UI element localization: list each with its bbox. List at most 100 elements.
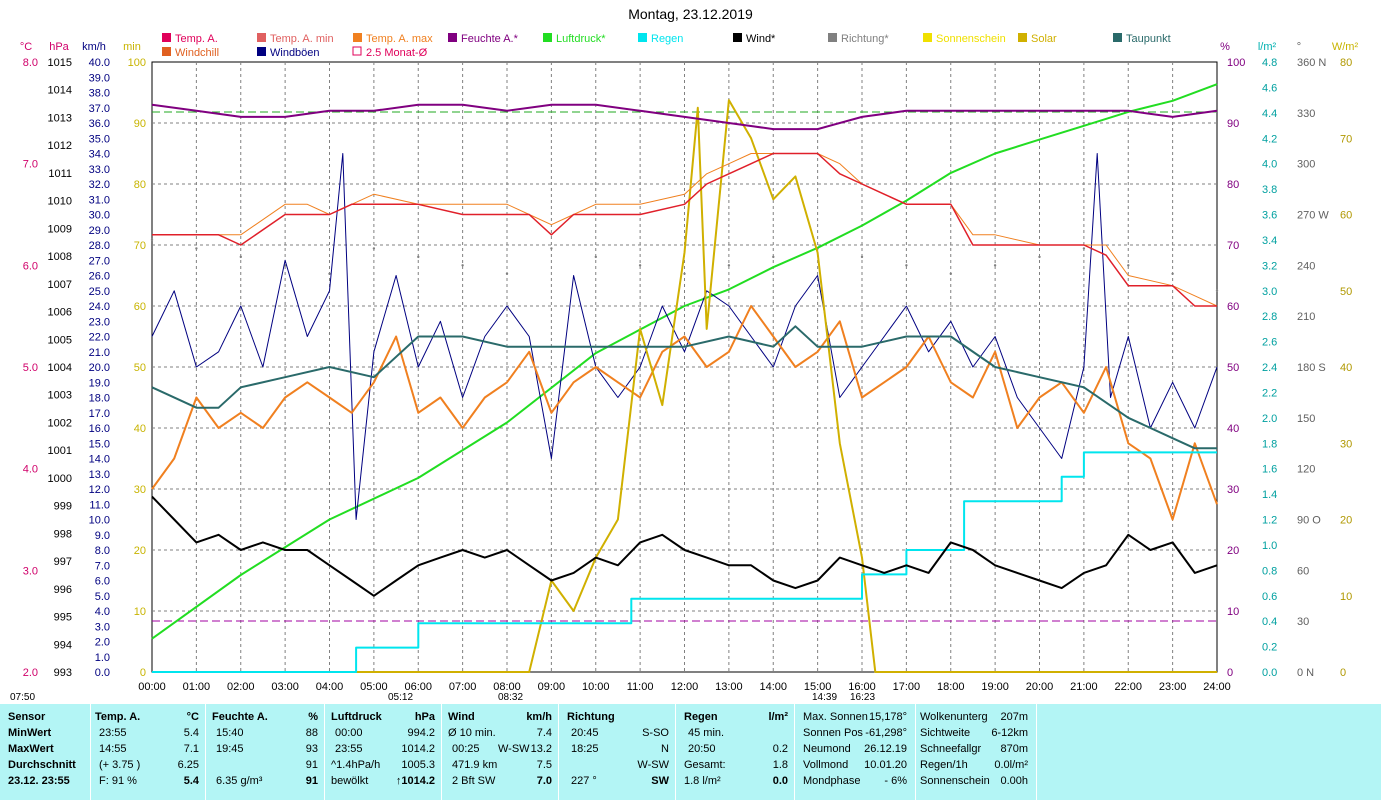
- press-current: ↑1014.2: [395, 775, 435, 787]
- axis-tick-kmh: 22.0: [89, 332, 110, 344]
- axes: °C hPa km/h min% l/m² ° W/m² 8.0 7.0 6.0 5.0 4.0 3.0…: [20, 41, 1359, 693]
- axis-tick-time: 20:00: [1026, 681, 1054, 693]
- rain-max: 0.2: [772, 743, 788, 755]
- direction-point: [993, 264, 997, 267]
- hum-avg: 91: [305, 759, 318, 771]
- press-min-time: 00:00: [335, 727, 363, 739]
- astro-label: Mondphase: [803, 775, 861, 787]
- axis-unit-temp: °C: [20, 41, 32, 53]
- axis-tick-deg: 150: [1297, 413, 1315, 425]
- axis-tick-wm2: 40: [1340, 362, 1352, 374]
- press-max-time: 23:55: [335, 743, 363, 755]
- series-taupunkt: [151, 325, 1217, 450]
- astro-label: Sonnen Pos: [803, 727, 863, 739]
- direction-point: [727, 264, 731, 267]
- press-min: 994.2: [407, 727, 435, 739]
- direction-point: [594, 255, 597, 259]
- axis-tick-kmh: 26.0: [89, 271, 110, 283]
- series-regen: [152, 451, 1217, 673]
- axis-tick-lm2: 1.0: [1262, 540, 1277, 552]
- grid: [151, 61, 1218, 673]
- axis-tick-kmh: 17.0: [89, 408, 110, 420]
- legend-label: Feuchte A.*: [461, 33, 519, 45]
- axis-tick-hpa: 1003: [48, 390, 72, 402]
- axis-tick-wm2: 20: [1340, 515, 1352, 527]
- axis-tick-time: 13:00: [715, 681, 743, 693]
- legend-label: Solar: [1031, 33, 1057, 45]
- axis-tick-kmh: 11.0: [89, 499, 110, 511]
- axis-tick-kmh: 32.0: [89, 179, 110, 191]
- axis-tick-kmh: 6.0: [95, 576, 110, 588]
- axis-unit-lm2: l/m²: [1258, 41, 1277, 53]
- axis-tick-pct: 50: [1227, 362, 1239, 374]
- axis-tick-time: 15:00: [804, 681, 832, 693]
- misc-label: Schneefallgr: [920, 743, 982, 755]
- axis-tick-time: 22:00: [1114, 681, 1142, 693]
- hum-min: 88: [305, 727, 318, 739]
- legend-swatch: [733, 33, 742, 42]
- series-luftdruck: [151, 83, 1218, 640]
- axis-tick-min: 100: [128, 57, 146, 69]
- axis-tick-kmh: 8.0: [95, 545, 110, 557]
- rain-unit: l/m²: [768, 711, 788, 723]
- astro-label: Neumond: [803, 743, 851, 755]
- dir-deg: 227 °: [571, 775, 597, 787]
- axis-tick-hpa: 1000: [48, 473, 72, 485]
- hum-max: 93: [305, 743, 318, 755]
- axis-tick-lm2: 3.8: [1262, 184, 1277, 196]
- wind-header: Wind: [448, 711, 475, 723]
- astro-value: 10.01.20: [864, 759, 907, 771]
- axis-unit-pct: %: [1220, 41, 1230, 53]
- axis-tick-hpa: 995: [54, 612, 72, 624]
- marker-label: 08:32: [498, 692, 523, 703]
- axis-tick-min: 30: [134, 484, 146, 496]
- legend-swatch: [352, 46, 362, 56]
- axis-tick-hpa: 1002: [48, 417, 72, 429]
- axis-tick-kmh: 3.0: [95, 621, 110, 633]
- wind-max-dir: W-SW: [498, 743, 530, 755]
- misc-value: 207m: [1000, 711, 1028, 723]
- dir-avg: W-SW: [637, 759, 669, 771]
- temp-unit: °C: [186, 711, 199, 723]
- weather-chart: Temp. A. Temp. A. min Temp. A. max Feuchte …: [10, 33, 1359, 703]
- series-temp-a: [152, 152, 1217, 307]
- direction-point: [772, 255, 775, 259]
- axis-tick-min: 50: [134, 362, 146, 374]
- misc-value: 0.00h: [1000, 775, 1028, 787]
- misc-value: 6-12km: [991, 727, 1028, 739]
- axis-tick-temp: 7.0: [23, 159, 38, 171]
- direction-point: [239, 255, 242, 259]
- axis-tick-kmh: 23.0: [89, 316, 110, 328]
- axis-unit-wm2: W/m²: [1332, 41, 1359, 53]
- axis-tick-wm2: 60: [1340, 210, 1352, 222]
- astro-label: Max. Sonnen: [803, 711, 868, 723]
- legend-swatch: [257, 47, 266, 56]
- axis-tick-time: 04:00: [316, 681, 344, 693]
- hum-current: 91: [305, 775, 318, 787]
- axis-tick-wm2: 0: [1340, 667, 1346, 679]
- rain-current: 0.0: [772, 775, 788, 787]
- astro-label: Vollmond: [803, 759, 849, 771]
- axis-tick-temp: 5.0: [23, 362, 38, 374]
- legend-label: Regen: [651, 33, 683, 45]
- direction-point: [1127, 264, 1130, 267]
- axis-tick-min: 20: [134, 545, 146, 557]
- legend-label: Temp. A. max: [366, 33, 433, 45]
- axis-tick-time: 24:00: [1203, 681, 1231, 693]
- wind-current: 7.0: [536, 775, 552, 787]
- axis-tick-lm2: 1.8: [1262, 438, 1277, 450]
- axis-tick-time: 09:00: [538, 681, 566, 693]
- axis-tick-time: 01:00: [183, 681, 211, 693]
- legend-swatch: [162, 47, 171, 56]
- axis-tick-hpa: 997: [54, 556, 72, 568]
- rain-total: 1.8: [772, 759, 788, 771]
- axis-tick-hpa: 1009: [48, 223, 72, 235]
- press-unit: hPa: [414, 711, 435, 723]
- axis-tick-pct: 30: [1227, 484, 1239, 496]
- legend-label: Luftdruck*: [556, 33, 606, 45]
- axis-tick-min: 0: [140, 667, 146, 679]
- dir-max: N: [661, 743, 669, 755]
- direction-point: [683, 272, 686, 275]
- direction-point: [638, 264, 642, 267]
- axis-tick-time: 12:00: [671, 681, 699, 693]
